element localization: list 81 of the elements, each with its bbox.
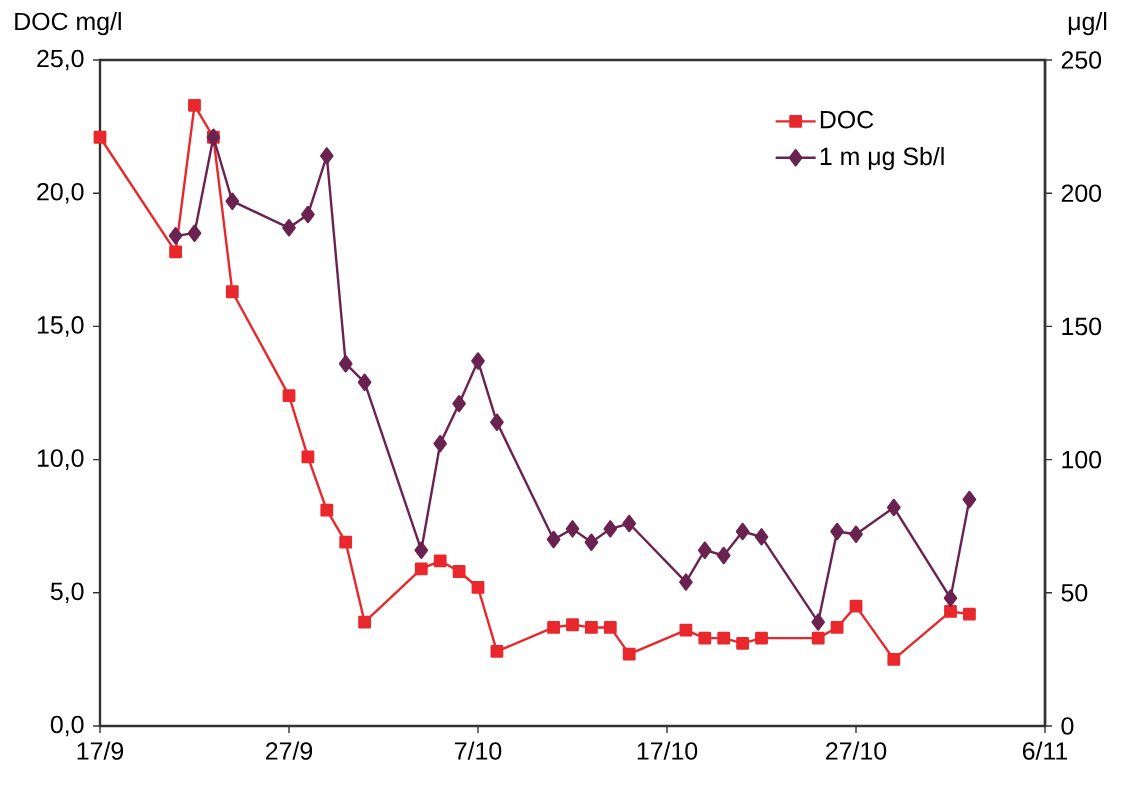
point <box>357 373 372 392</box>
point <box>886 498 901 517</box>
point <box>944 605 957 618</box>
point <box>717 631 731 645</box>
point <box>849 599 863 613</box>
point <box>471 581 485 594</box>
y-tick-label: 25,0 <box>37 49 84 71</box>
point <box>282 389 296 403</box>
point <box>566 618 579 632</box>
point <box>735 522 750 541</box>
point <box>546 530 561 549</box>
point <box>358 615 371 629</box>
point <box>849 525 863 543</box>
point <box>697 541 712 559</box>
point <box>585 621 598 634</box>
point <box>339 535 353 549</box>
y2-tick-label: 0 <box>1061 717 1074 735</box>
point <box>338 354 353 373</box>
point <box>414 562 428 576</box>
point <box>301 205 315 224</box>
point <box>93 130 107 144</box>
point <box>811 631 825 645</box>
point <box>811 613 826 631</box>
point <box>169 245 182 259</box>
y2-tick-label: 200 <box>1061 184 1102 203</box>
y-tick-label: 20,0 <box>37 182 84 204</box>
point <box>754 528 769 546</box>
point <box>225 192 240 210</box>
point <box>187 224 202 242</box>
point <box>962 490 977 509</box>
y2-tick-label: 50 <box>1061 583 1088 602</box>
point <box>452 565 466 578</box>
point <box>830 522 844 541</box>
y-tick-label: 0,0 <box>50 715 84 737</box>
point <box>679 623 693 637</box>
point <box>452 394 466 413</box>
point <box>547 621 560 634</box>
point <box>603 621 617 634</box>
point <box>716 546 731 565</box>
x-tick-label: 6/11 <box>1022 741 1068 760</box>
point <box>320 503 334 517</box>
y-tick-label: 15,0 <box>37 316 84 337</box>
point <box>622 514 637 533</box>
point <box>830 621 844 634</box>
y-tick-label: 5,0 <box>50 582 84 604</box>
point <box>736 637 749 650</box>
point <box>679 573 693 591</box>
point <box>943 589 958 607</box>
point <box>471 352 485 370</box>
y-tick-label: 10,0 <box>37 449 84 470</box>
point <box>282 219 296 237</box>
x-tick-label: 17/10 <box>637 741 698 760</box>
y2-tick-label: 250 <box>1061 51 1102 69</box>
legend-label: DOC <box>820 110 874 129</box>
point <box>490 413 504 431</box>
point <box>603 520 618 538</box>
point <box>414 541 429 559</box>
point <box>433 554 447 568</box>
point <box>622 647 636 661</box>
x-tick-label: 17/9 <box>77 741 124 760</box>
point <box>698 631 712 645</box>
y2-tick-label: 100 <box>1062 450 1102 469</box>
point <box>755 631 768 645</box>
legend-label: 1 m μg Sb/l <box>820 146 944 171</box>
point <box>490 645 504 658</box>
y-axis-title: DOC mg/l <box>15 11 121 36</box>
y2-axis-title: μg/l <box>1068 11 1107 36</box>
point <box>188 98 201 112</box>
point <box>168 227 183 245</box>
point <box>319 147 334 165</box>
point <box>433 434 448 453</box>
point <box>301 450 315 464</box>
point <box>887 653 901 666</box>
point <box>565 520 580 538</box>
point <box>963 607 976 621</box>
x-tick-label: 27/10 <box>826 741 887 760</box>
x-tick-label: 7/10 <box>455 741 502 760</box>
x-tick-label: 27/9 <box>266 741 313 760</box>
point <box>584 533 599 551</box>
y2-tick-label: 150 <box>1062 317 1102 336</box>
point <box>225 285 239 299</box>
